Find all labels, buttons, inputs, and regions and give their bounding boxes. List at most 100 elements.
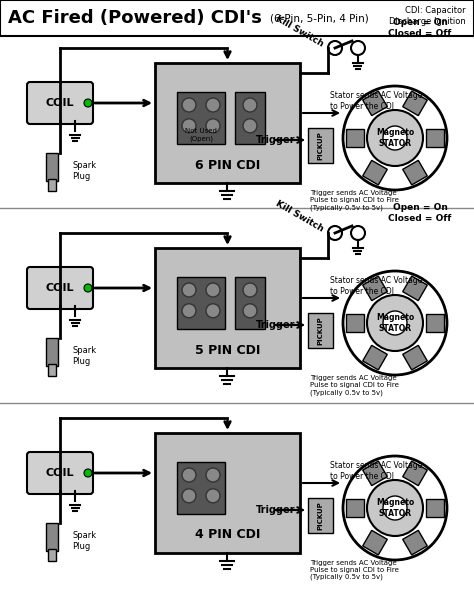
- Circle shape: [367, 110, 423, 166]
- Text: Spark
Plug: Spark Plug: [72, 161, 96, 181]
- Bar: [177, 92, 225, 144]
- Bar: [308, 498, 333, 533]
- Bar: [403, 161, 427, 185]
- Bar: [48, 549, 56, 561]
- Circle shape: [206, 98, 220, 112]
- Text: (6-Pin, 5-Pin, 4 Pin): (6-Pin, 5-Pin, 4 Pin): [270, 13, 369, 23]
- FancyBboxPatch shape: [27, 82, 93, 124]
- Circle shape: [383, 496, 407, 520]
- Text: PICKUP: PICKUP: [318, 501, 323, 530]
- Circle shape: [206, 489, 220, 503]
- Text: Trigger sends AC Voltage
Pulse to signal CDI to Fire
(Typically 0.5v to 5v): Trigger sends AC Voltage Pulse to signal…: [310, 560, 399, 581]
- Circle shape: [367, 480, 423, 536]
- FancyBboxPatch shape: [27, 452, 93, 494]
- Circle shape: [84, 469, 92, 477]
- Circle shape: [343, 456, 447, 560]
- Circle shape: [243, 119, 257, 133]
- Circle shape: [243, 98, 257, 112]
- Bar: [363, 530, 387, 555]
- Circle shape: [182, 98, 196, 112]
- Bar: [363, 276, 387, 300]
- Circle shape: [206, 119, 220, 133]
- Text: Kill Switch: Kill Switch: [274, 199, 326, 234]
- Circle shape: [367, 295, 423, 351]
- Bar: [48, 179, 56, 191]
- Text: Spark
Plug: Spark Plug: [72, 531, 96, 550]
- Text: Kill Switch: Kill Switch: [274, 13, 326, 48]
- Circle shape: [182, 283, 196, 297]
- Circle shape: [351, 41, 365, 55]
- Bar: [363, 91, 387, 116]
- Bar: [426, 314, 444, 332]
- Bar: [177, 462, 225, 514]
- Circle shape: [84, 284, 92, 292]
- Text: Trigger: Trigger: [255, 320, 295, 330]
- Circle shape: [351, 226, 365, 240]
- Text: 6 PIN CDI: 6 PIN CDI: [195, 159, 260, 172]
- Text: Trigger sends AC Voltage
Pulse to signal CDI to Fire
(Typically 0.5v to 5v): Trigger sends AC Voltage Pulse to signal…: [310, 190, 399, 210]
- Circle shape: [328, 226, 342, 240]
- Circle shape: [383, 311, 407, 335]
- Circle shape: [343, 86, 447, 190]
- Text: Magneto
STATOR: Magneto STATOR: [376, 128, 414, 148]
- Bar: [403, 276, 427, 300]
- Text: COIL: COIL: [46, 468, 74, 478]
- Bar: [363, 345, 387, 370]
- Bar: [403, 345, 427, 370]
- Text: Open = On
Closed = Off: Open = On Closed = Off: [388, 204, 452, 223]
- Circle shape: [206, 283, 220, 297]
- Bar: [403, 461, 427, 485]
- Circle shape: [206, 468, 220, 482]
- Circle shape: [182, 489, 196, 503]
- Bar: [46, 153, 58, 181]
- Text: PICKUP: PICKUP: [318, 316, 323, 345]
- Bar: [426, 129, 444, 147]
- Bar: [363, 161, 387, 185]
- Bar: [46, 523, 58, 551]
- Text: Not Used
(Open): Not Used (Open): [185, 128, 217, 142]
- Bar: [346, 129, 364, 147]
- Bar: [46, 338, 58, 366]
- Bar: [403, 91, 427, 116]
- Text: Stator sends AC Voltage
to Power the CDI: Stator sends AC Voltage to Power the CDI: [330, 276, 422, 295]
- Text: Trigger sends AC Voltage
Pulse to signal CDI to Fire
(Typically 0.5v to 5v): Trigger sends AC Voltage Pulse to signal…: [310, 375, 399, 395]
- Text: Open = On
Closed = Off: Open = On Closed = Off: [388, 18, 452, 38]
- Bar: [235, 92, 265, 144]
- Circle shape: [328, 41, 342, 55]
- Circle shape: [243, 283, 257, 297]
- Bar: [0, 0, 474, 36]
- Bar: [363, 461, 387, 485]
- Circle shape: [182, 304, 196, 318]
- Text: COIL: COIL: [46, 283, 74, 293]
- Text: CDI: Capacitor
Discharge Ignition: CDI: Capacitor Discharge Ignition: [389, 6, 466, 26]
- Bar: [235, 277, 265, 329]
- Circle shape: [383, 126, 407, 150]
- Circle shape: [243, 304, 257, 318]
- Bar: [155, 248, 300, 368]
- Text: Stator sends AC Voltage
to Power the CDI: Stator sends AC Voltage to Power the CDI: [330, 462, 422, 481]
- Text: Stator sends AC Voltage
to Power the CDI: Stator sends AC Voltage to Power the CDI: [330, 91, 422, 111]
- Circle shape: [182, 468, 196, 482]
- Text: Spark
Plug: Spark Plug: [72, 346, 96, 366]
- Bar: [155, 433, 300, 553]
- Text: Magneto
STATOR: Magneto STATOR: [376, 313, 414, 333]
- Text: Magneto
STATOR: Magneto STATOR: [376, 498, 414, 518]
- Bar: [48, 364, 56, 376]
- Circle shape: [206, 304, 220, 318]
- Text: AC Fired (Powered) CDI's: AC Fired (Powered) CDI's: [8, 9, 262, 27]
- Bar: [346, 499, 364, 517]
- Bar: [177, 277, 225, 329]
- Circle shape: [84, 99, 92, 107]
- Text: 5 PIN CDI: 5 PIN CDI: [195, 343, 260, 357]
- Bar: [308, 128, 333, 163]
- Bar: [308, 313, 333, 348]
- FancyBboxPatch shape: [27, 267, 93, 309]
- Bar: [155, 63, 300, 183]
- Text: PICKUP: PICKUP: [318, 131, 323, 160]
- Bar: [403, 530, 427, 555]
- Bar: [346, 314, 364, 332]
- Circle shape: [343, 271, 447, 375]
- Text: Trigger: Trigger: [255, 135, 295, 145]
- Text: 4 PIN CDI: 4 PIN CDI: [195, 528, 260, 541]
- Bar: [426, 499, 444, 517]
